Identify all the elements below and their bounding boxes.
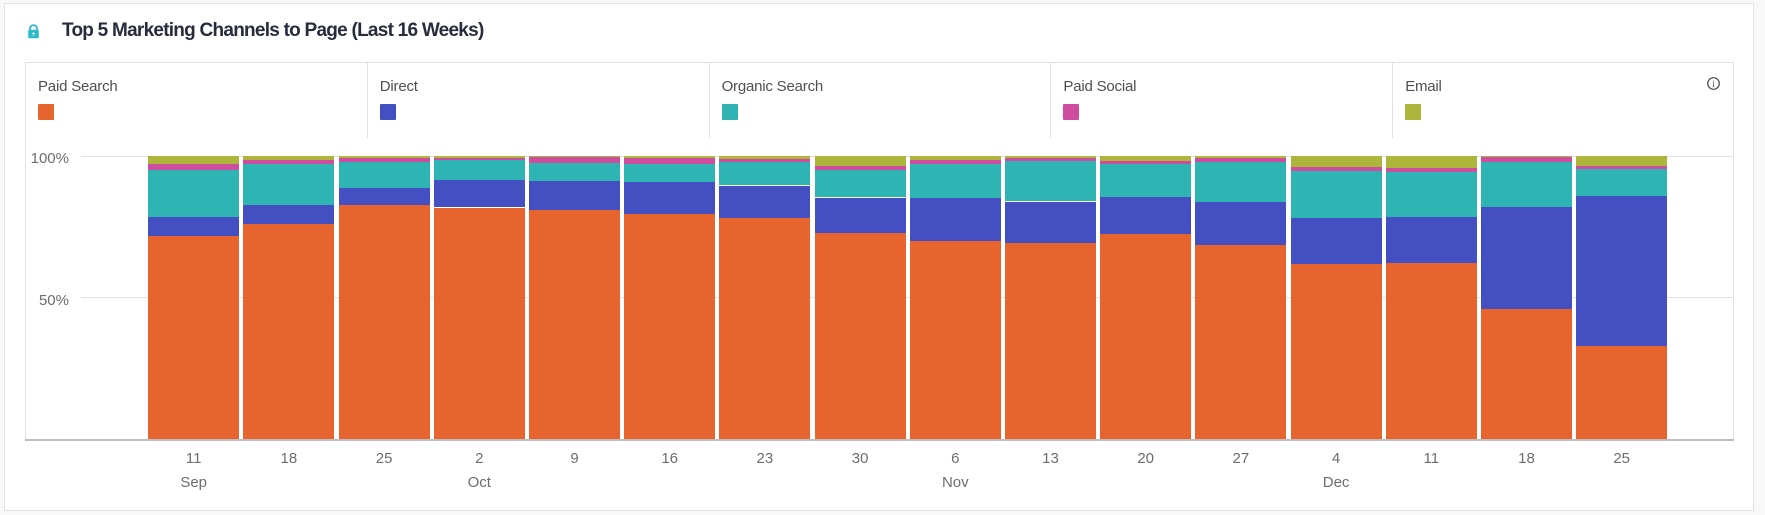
svg-text:i: i (1712, 79, 1715, 89)
